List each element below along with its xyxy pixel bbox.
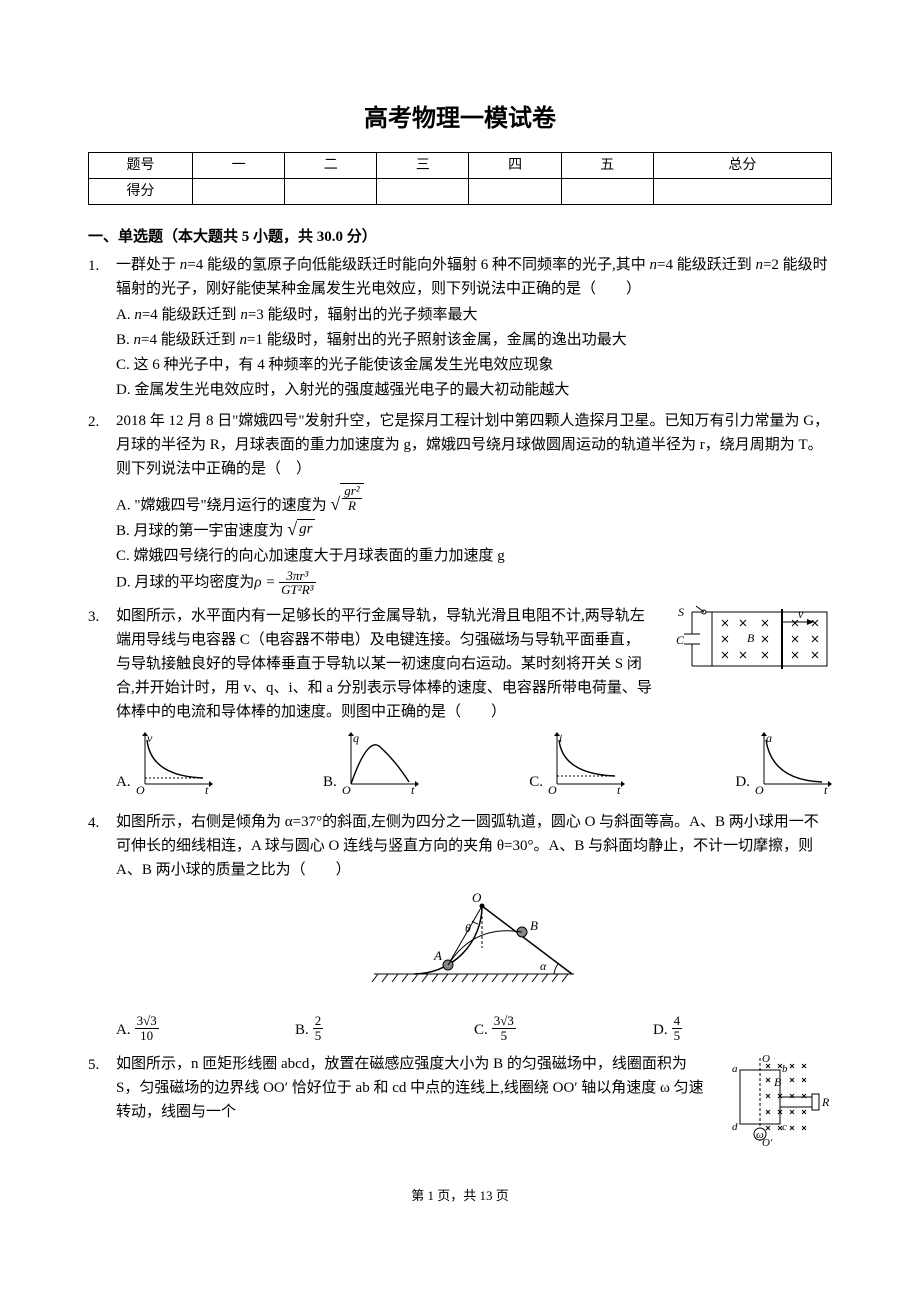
svg-text:O: O bbox=[342, 783, 351, 794]
question-1: 1. 一群处于 n=4 能级的氢原子向低能级跃迁时能向外辐射 6 种不同频率的光… bbox=[88, 253, 832, 403]
circuit-figure: S C v B bbox=[662, 604, 832, 682]
option-graphs: A. v t O B. bbox=[116, 732, 832, 794]
option-a: A. n=4 能级跃迁到 n=3 能级时，辐射出的光子频率最大 bbox=[116, 303, 832, 327]
q-text: 2018 年 12 月 8 日"嫦娥四号"发射升空，它是探月工程计划中第四颗人造… bbox=[116, 409, 832, 481]
col-header: 四 bbox=[469, 153, 561, 179]
svg-text:O: O bbox=[762, 1053, 770, 1065]
option-d: D. 金属发生光电效应时，入射光的强度越强光电子的最大初动能越大 bbox=[116, 378, 832, 402]
svg-text:v: v bbox=[147, 732, 153, 745]
page-title: 高考物理一模试卷 bbox=[88, 100, 832, 138]
q-text: 一群处于 n=4 能级的氢原子向低能级跃迁时能向外辐射 6 种不同频率的光子,其… bbox=[116, 253, 832, 301]
svg-text:ω: ω bbox=[756, 1129, 764, 1141]
option-c: C. 嫦娥四号绕行的向心加速度大于月球表面的重力加速度 g bbox=[116, 544, 832, 568]
svg-text:B: B bbox=[747, 631, 755, 645]
col-header: 五 bbox=[561, 153, 653, 179]
q-number: 3. bbox=[88, 604, 116, 804]
option-c: C. 3√35 bbox=[474, 1014, 653, 1042]
svg-text:c: c bbox=[782, 1121, 787, 1133]
table-row: 题号 一 二 三 四 五 总分 bbox=[89, 153, 832, 179]
svg-text:a: a bbox=[766, 732, 772, 745]
svg-text:i: i bbox=[559, 732, 562, 745]
row-label: 题号 bbox=[89, 153, 193, 179]
option-a: A. v t O bbox=[116, 732, 213, 794]
col-header: 三 bbox=[377, 153, 469, 179]
option-b: B. 25 bbox=[295, 1014, 474, 1042]
svg-text:O: O bbox=[472, 890, 482, 905]
option-b: B. q t O bbox=[323, 732, 419, 794]
question-5: 5. O O′ a b d c bbox=[88, 1052, 832, 1156]
q-number: 1. bbox=[88, 253, 116, 403]
option-a: A. 3√310 bbox=[116, 1014, 295, 1042]
q-text: 如图所示，右侧是倾角为 α=37°的斜面,左侧为四分之一圆弧轨道，圆心 O 与斜… bbox=[116, 810, 832, 882]
col-header: 一 bbox=[193, 153, 285, 179]
q-number: 2. bbox=[88, 409, 116, 598]
svg-text:S: S bbox=[678, 605, 684, 619]
svg-text:B: B bbox=[774, 1075, 782, 1089]
svg-text:θ: θ bbox=[465, 921, 471, 935]
option-b: B. 月球的第一宇宙速度为 √gr bbox=[116, 519, 832, 543]
svg-text:A: A bbox=[433, 948, 442, 963]
page-footer: 第 1 页，共 13 页 bbox=[88, 1186, 832, 1207]
svg-text:B: B bbox=[530, 918, 538, 933]
svg-text:t: t bbox=[411, 783, 415, 794]
svg-text:C: C bbox=[676, 633, 685, 647]
option-c: C. 这 6 种光子中，有 4 种频率的光子能使该金属发生光电效应现象 bbox=[116, 353, 832, 377]
incline-figure: O θ A B α bbox=[116, 888, 832, 996]
svg-text:α: α bbox=[540, 959, 547, 973]
svg-text:O: O bbox=[548, 783, 557, 794]
svg-text:a: a bbox=[732, 1063, 738, 1075]
option-b: B. n=4 能级跃迁到 n=1 能级时，辐射出的光子照射该金属，金属的逸出功最… bbox=[116, 328, 832, 352]
question-2: 2. 2018 年 12 月 8 日"嫦娥四号"发射升空，它是探月工程计划中第四… bbox=[88, 409, 832, 598]
coil-figure: O O′ a b d c bbox=[712, 1052, 832, 1156]
row-label: 得分 bbox=[89, 179, 193, 205]
option-a: A. "嫦娥四号"绕月运行的速度为 √gr²R bbox=[116, 483, 832, 517]
question-4: 4. 如图所示，右侧是倾角为 α=37°的斜面,左侧为四分之一圆弧轨道，圆心 O… bbox=[88, 810, 832, 1046]
option-c: C. i t O bbox=[529, 732, 625, 794]
q-number: 4. bbox=[88, 810, 116, 1046]
svg-text:b: b bbox=[782, 1063, 788, 1075]
col-header: 二 bbox=[285, 153, 377, 179]
svg-text:d: d bbox=[732, 1121, 738, 1133]
col-header: 总分 bbox=[653, 153, 831, 179]
table-row: 得分 bbox=[89, 179, 832, 205]
option-d: D. 45 bbox=[653, 1014, 832, 1042]
section-header: 一、单选题（本大题共 5 小题，共 30.0 分） bbox=[88, 225, 832, 249]
option-d: D. 月球的平均密度为ρ = 3πr³GT²R³ bbox=[116, 569, 832, 597]
option-d: D. a t O bbox=[735, 732, 832, 794]
question-3: 3. S C v B bbox=[88, 604, 832, 804]
svg-text:R: R bbox=[821, 1095, 830, 1109]
svg-text:t: t bbox=[617, 783, 621, 794]
svg-text:t: t bbox=[824, 783, 828, 794]
svg-text:O: O bbox=[136, 783, 145, 794]
score-table: 题号 一 二 三 四 五 总分 得分 bbox=[88, 152, 832, 205]
svg-text:v: v bbox=[798, 607, 804, 621]
svg-text:O: O bbox=[755, 783, 764, 794]
options-row: A. 3√310 B. 25 C. 3√35 D. 45 bbox=[116, 1014, 832, 1042]
svg-text:q: q bbox=[353, 732, 359, 745]
q-number: 5. bbox=[88, 1052, 116, 1156]
svg-text:t: t bbox=[205, 783, 209, 794]
